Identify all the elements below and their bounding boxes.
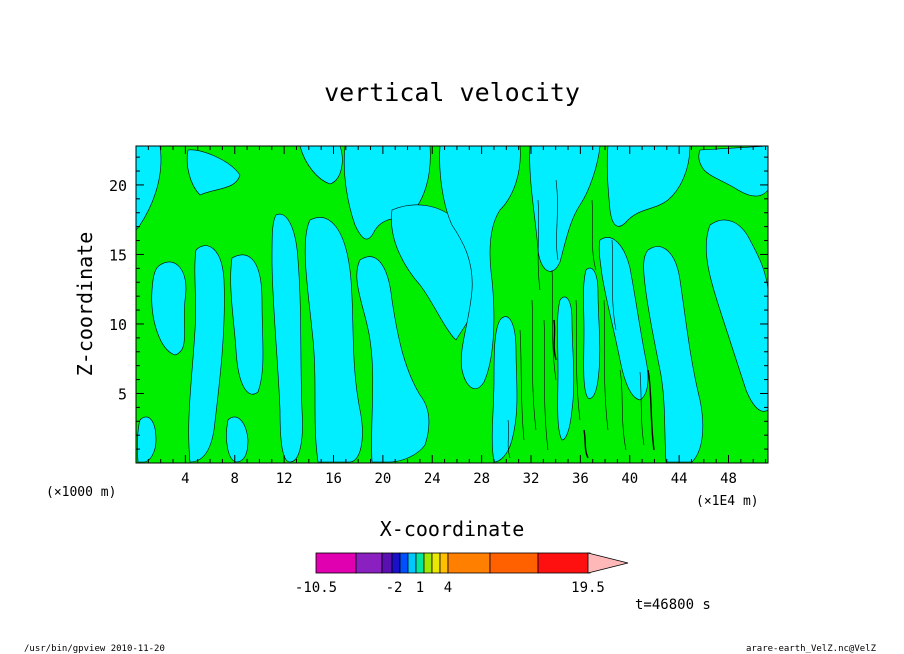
colorbar-segment xyxy=(489,552,539,574)
negative-velocity-regions xyxy=(135,145,769,463)
colorbar-segment xyxy=(355,552,383,574)
x-tick-label: 24 xyxy=(424,471,441,487)
time-label: t=46800 s xyxy=(635,597,711,613)
x-unit-left: (×1000 m) xyxy=(46,485,116,500)
footer-left: /usr/bin/gpview 2010-11-20 xyxy=(24,644,165,654)
colorbar-arrow xyxy=(587,552,629,574)
colorbar-labels: -10.5 -2 1 4 19.5 xyxy=(295,580,605,596)
x-tick-label: 32 xyxy=(523,471,540,487)
colorbar xyxy=(315,552,629,574)
y-tick-label: 5 xyxy=(118,385,127,403)
colorbar-segment xyxy=(399,552,409,574)
colorbar-label: 19.5 xyxy=(571,580,605,596)
x-tick-label: 40 xyxy=(621,471,638,487)
y-tick-label: 10 xyxy=(109,316,127,334)
colorbar-label: 1 xyxy=(416,580,424,596)
footer-right: arare-earth_VelZ.nc@VelZ xyxy=(746,644,877,654)
colorbar-segment xyxy=(447,552,491,574)
colorbar-label: 4 xyxy=(444,580,452,596)
y-axis: 5 10 15 20 xyxy=(109,156,768,450)
x-tick-label: 12 xyxy=(276,471,293,487)
contour-lines xyxy=(507,179,655,459)
x-tick-label: 36 xyxy=(572,471,589,487)
x-tick-label: 44 xyxy=(671,471,688,487)
x-axis-title: X-coordinate xyxy=(380,517,525,541)
colorbar-segment xyxy=(415,552,425,574)
colorbar-segment xyxy=(381,552,393,574)
x-tick-label: 20 xyxy=(374,471,391,487)
y-axis-title: Z-coordinate xyxy=(73,232,97,377)
x-axis: 4 8 12 16 20 24 28 32 36 40 44 48 xyxy=(147,146,767,487)
x-unit-right: (×1E4 m) xyxy=(696,494,759,509)
x-tick-label: 28 xyxy=(473,471,490,487)
x-tick-label: 4 xyxy=(181,471,189,487)
x-tick-label: 8 xyxy=(231,471,239,487)
colorbar-segment xyxy=(431,552,441,574)
colorbar-segment xyxy=(407,552,417,574)
plot-area xyxy=(135,145,769,464)
plot-frame xyxy=(135,145,769,464)
colorbar-segment xyxy=(439,552,449,574)
colorbar-segment xyxy=(391,552,401,574)
y-tick-label: 20 xyxy=(109,177,127,195)
colorbar-label: -2 xyxy=(386,580,403,596)
colorbar-segment xyxy=(423,552,433,574)
y-tick-label: 15 xyxy=(109,246,127,264)
x-tick-label: 48 xyxy=(720,471,737,487)
chart-title: vertical velocity xyxy=(324,78,580,107)
colorbar-segment xyxy=(315,552,357,574)
colorbar-segment xyxy=(537,552,591,574)
colorbar-label: -10.5 xyxy=(295,580,337,596)
x-tick-label: 16 xyxy=(325,471,342,487)
